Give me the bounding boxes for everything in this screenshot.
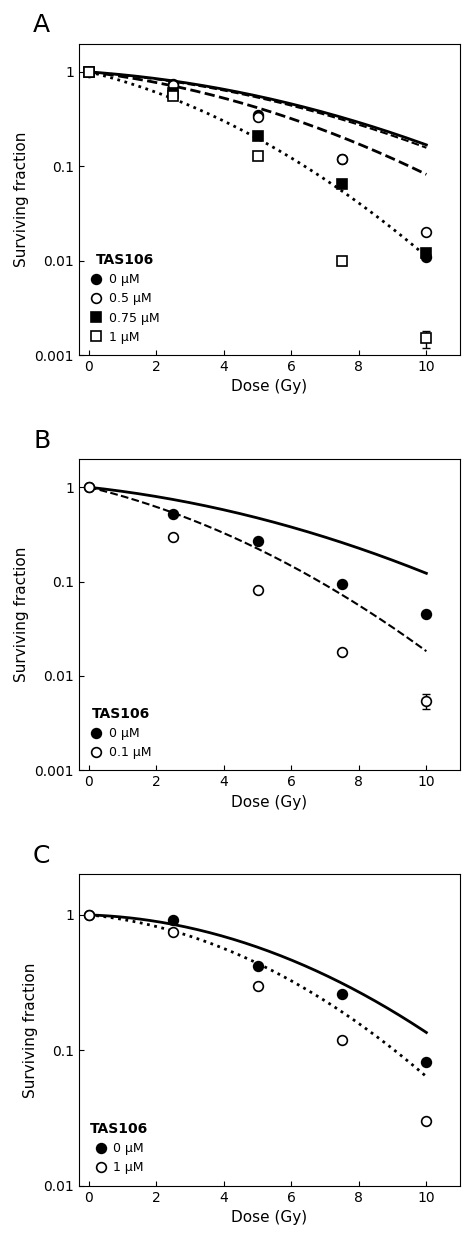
X-axis label: Dose (Gy): Dose (Gy) <box>231 794 308 810</box>
Y-axis label: Surviving fraction: Surviving fraction <box>23 963 37 1098</box>
Text: B: B <box>33 429 50 452</box>
Legend: 0 μM, 0.5 μM, 0.75 μM, 1 μM: 0 μM, 0.5 μM, 0.75 μM, 1 μM <box>85 248 164 349</box>
Text: A: A <box>33 14 50 37</box>
X-axis label: Dose (Gy): Dose (Gy) <box>231 379 308 394</box>
X-axis label: Dose (Gy): Dose (Gy) <box>231 1211 308 1225</box>
Y-axis label: Surviving fraction: Surviving fraction <box>14 546 29 683</box>
Legend: 0 μM, 0.1 μM: 0 μM, 0.1 μM <box>85 701 156 764</box>
Y-axis label: Surviving fraction: Surviving fraction <box>14 131 29 266</box>
Legend: 0 μM, 1 μM: 0 μM, 1 μM <box>85 1116 153 1180</box>
Text: C: C <box>33 844 50 867</box>
